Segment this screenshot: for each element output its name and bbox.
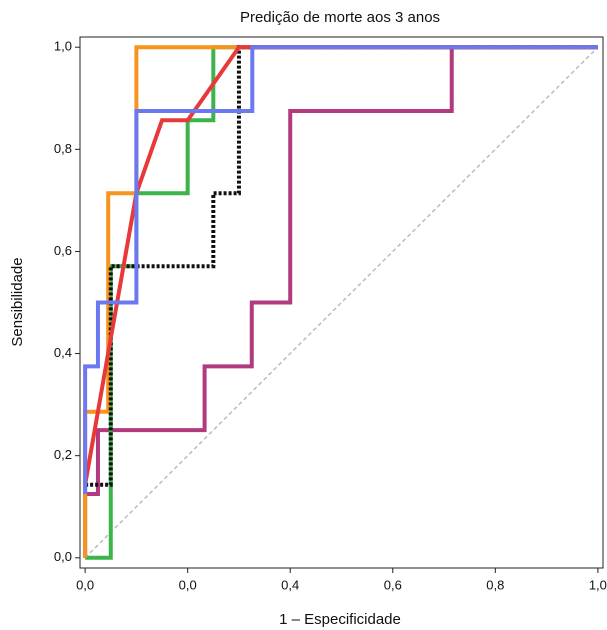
x-tick-label: 1,0 (589, 577, 607, 592)
roc-curve (83, 45, 598, 494)
y-tick-label: 1,0 (54, 39, 72, 54)
y-tick-label: 0,6 (54, 243, 72, 258)
y-tick-label: 0,8 (54, 141, 72, 156)
x-axis-title: 1 – Especificidade (279, 611, 401, 628)
y-tick-label: 0,0 (54, 549, 72, 564)
roc-curve (84, 46, 599, 559)
y-tick-label: 0,4 (54, 345, 72, 360)
x-tick-label: 0,8 (486, 577, 504, 592)
x-tick-label: 0,0 (76, 577, 94, 592)
roc-curve (83, 45, 598, 486)
y-tick-label: 0,2 (54, 447, 72, 462)
x-tick-label: 0,0 (179, 577, 197, 592)
roc-curve (85, 45, 598, 487)
x-tick-label: 0,6 (384, 577, 402, 592)
x-tick-label: 0,4 (281, 577, 299, 592)
roc-curve (83, 45, 598, 558)
chart-title: Predição de morte aos 3 anos (240, 9, 440, 26)
y-axis-title: Sensibilidade (9, 257, 26, 346)
plot-frame (79, 36, 604, 569)
